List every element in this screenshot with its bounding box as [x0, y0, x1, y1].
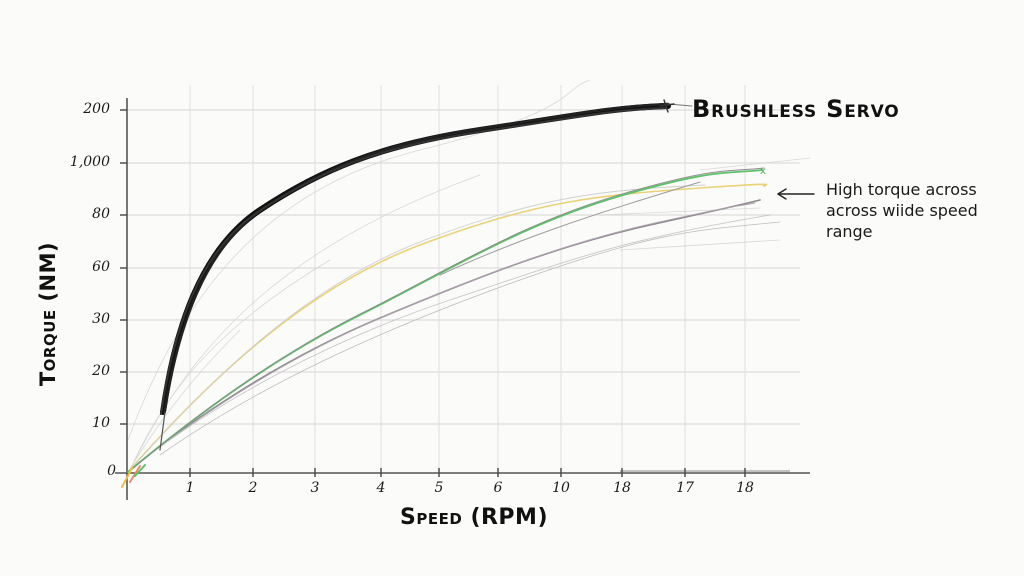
horizontal-gridlines [127, 109, 800, 425]
x-tick-label: 5 [434, 480, 444, 496]
annotation-line: High torque across [826, 180, 977, 199]
series-label-brushless-servo: Brushless Servo [692, 95, 900, 123]
x-tick-label: 18 [613, 480, 631, 496]
y-tick-label: 200 [83, 101, 110, 117]
vertical-gridlines [189, 85, 746, 473]
x-tick-label: 2 [248, 480, 258, 496]
sketch-guide-strokes [127, 79, 811, 473]
y-tick-label: 60 [92, 259, 110, 275]
x-tick-label: 1 [185, 480, 195, 496]
axes [115, 98, 810, 500]
series-yellow [127, 183, 768, 473]
x-tick-marks [189, 468, 746, 477]
svg-text:x: x [760, 166, 766, 177]
annotation-line: range [826, 222, 873, 241]
arrow-icon [777, 188, 815, 200]
x-tick-label: 3 [310, 480, 320, 496]
y-axis-title: Torque (NM) [36, 241, 60, 387]
x-tick-label: 18 [736, 480, 754, 496]
annotation-note: High torque across across wiide speed ra… [826, 179, 996, 242]
annotation-line: across wiide speed [826, 201, 978, 220]
series-gray [127, 199, 781, 473]
y-tick-label: 30 [92, 311, 110, 327]
series-green: x [127, 166, 766, 473]
series-brushless-servo [159, 99, 693, 451]
y-tick-label: 1,000 [69, 154, 110, 170]
x-tick-label: 10 [552, 480, 570, 496]
y-tick-label: 0 [107, 463, 116, 479]
x-axis-title: Speed (RPM) [400, 505, 549, 530]
origin-marks [121, 464, 146, 488]
y-tick-marks [120, 109, 127, 425]
y-tick-label: 20 [92, 363, 110, 379]
y-tick-label: 80 [92, 206, 110, 222]
x-tick-label: 4 [376, 480, 386, 496]
x-tick-label: 6 [493, 480, 503, 496]
y-tick-label: 10 [92, 415, 110, 431]
x-tick-label: 17 [676, 480, 694, 496]
